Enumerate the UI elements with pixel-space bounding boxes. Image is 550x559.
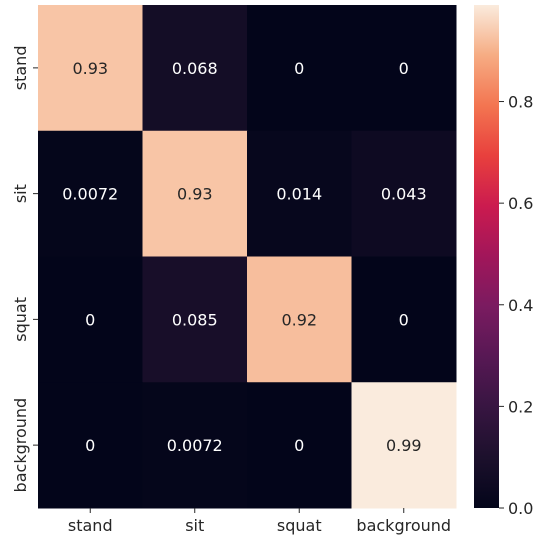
heatmap-cell: [247, 382, 352, 509]
heatmap-cell: [351, 130, 457, 257]
heatmap-cell: [38, 382, 143, 509]
heatmap-cell: [247, 130, 352, 257]
heatmap-cell: [142, 5, 248, 132]
x-tick-label: sit: [185, 516, 204, 535]
cell-value-label: 0: [294, 59, 304, 78]
colorbar-tick-label: 0.2: [508, 397, 533, 416]
x-tick-label: background: [356, 516, 451, 535]
colorbar-tick-label: 0.8: [508, 93, 533, 112]
heatmap-cell: [142, 256, 248, 383]
heatmap-cell: [351, 382, 457, 509]
x-tick-label: stand: [68, 516, 113, 535]
heatmap-cell: [38, 130, 143, 257]
cell-value-label: 0: [399, 310, 409, 329]
colorbar-axis: 0.0 0.2 0.4 0.6 0.8: [499, 93, 533, 518]
heatmap-cell: [247, 256, 352, 383]
heatmap-cell-labels: 0.93 0.068 0 0 0.0072 0.93 0.014 0.043 0 0.085 0.9…: [62, 59, 426, 455]
cell-value-label: 0.93: [177, 185, 213, 204]
colorbar-tick-label: 0.4: [508, 296, 533, 315]
cell-value-label: 0.0072: [62, 185, 118, 204]
y-tick-label: background: [11, 398, 30, 493]
heatmap-cell: [142, 130, 248, 257]
cell-value-label: 0.93: [72, 59, 108, 78]
y-tick-label: squat: [11, 297, 30, 342]
heatmap-cell: [351, 5, 457, 132]
cell-value-label: 0.92: [281, 310, 317, 329]
cell-value-label: 0: [294, 436, 304, 455]
cell-value-label: 0.068: [172, 59, 218, 78]
y-axis: stand sit squat background: [11, 46, 38, 493]
cell-value-label: 0: [85, 310, 95, 329]
y-tick-label: sit: [11, 184, 30, 203]
cell-value-label: 0.99: [386, 436, 422, 455]
x-axis: stand sit squat background: [68, 508, 451, 535]
heatmap-cell: [247, 5, 352, 132]
x-tick-label: squat: [277, 516, 322, 535]
y-tick-label: stand: [11, 46, 30, 91]
heatmap-cell: [351, 256, 457, 383]
cell-value-label: 0: [399, 59, 409, 78]
cell-value-label: 0.085: [172, 310, 218, 329]
cell-value-label: 0.014: [276, 185, 322, 204]
cell-value-label: 0.0072: [167, 436, 223, 455]
heatmap-cell: [38, 5, 143, 132]
cell-value-label: 0: [85, 436, 95, 455]
heatmap-cell: [142, 382, 248, 509]
colorbar-tick-label: 0.6: [508, 194, 533, 213]
heatmap-cells: [38, 5, 457, 509]
colorbar-tick-label: 0.0: [508, 499, 533, 518]
cell-value-label: 0.043: [381, 185, 427, 204]
heatmap-cell: [38, 256, 143, 383]
colorbar: [474, 5, 499, 508]
